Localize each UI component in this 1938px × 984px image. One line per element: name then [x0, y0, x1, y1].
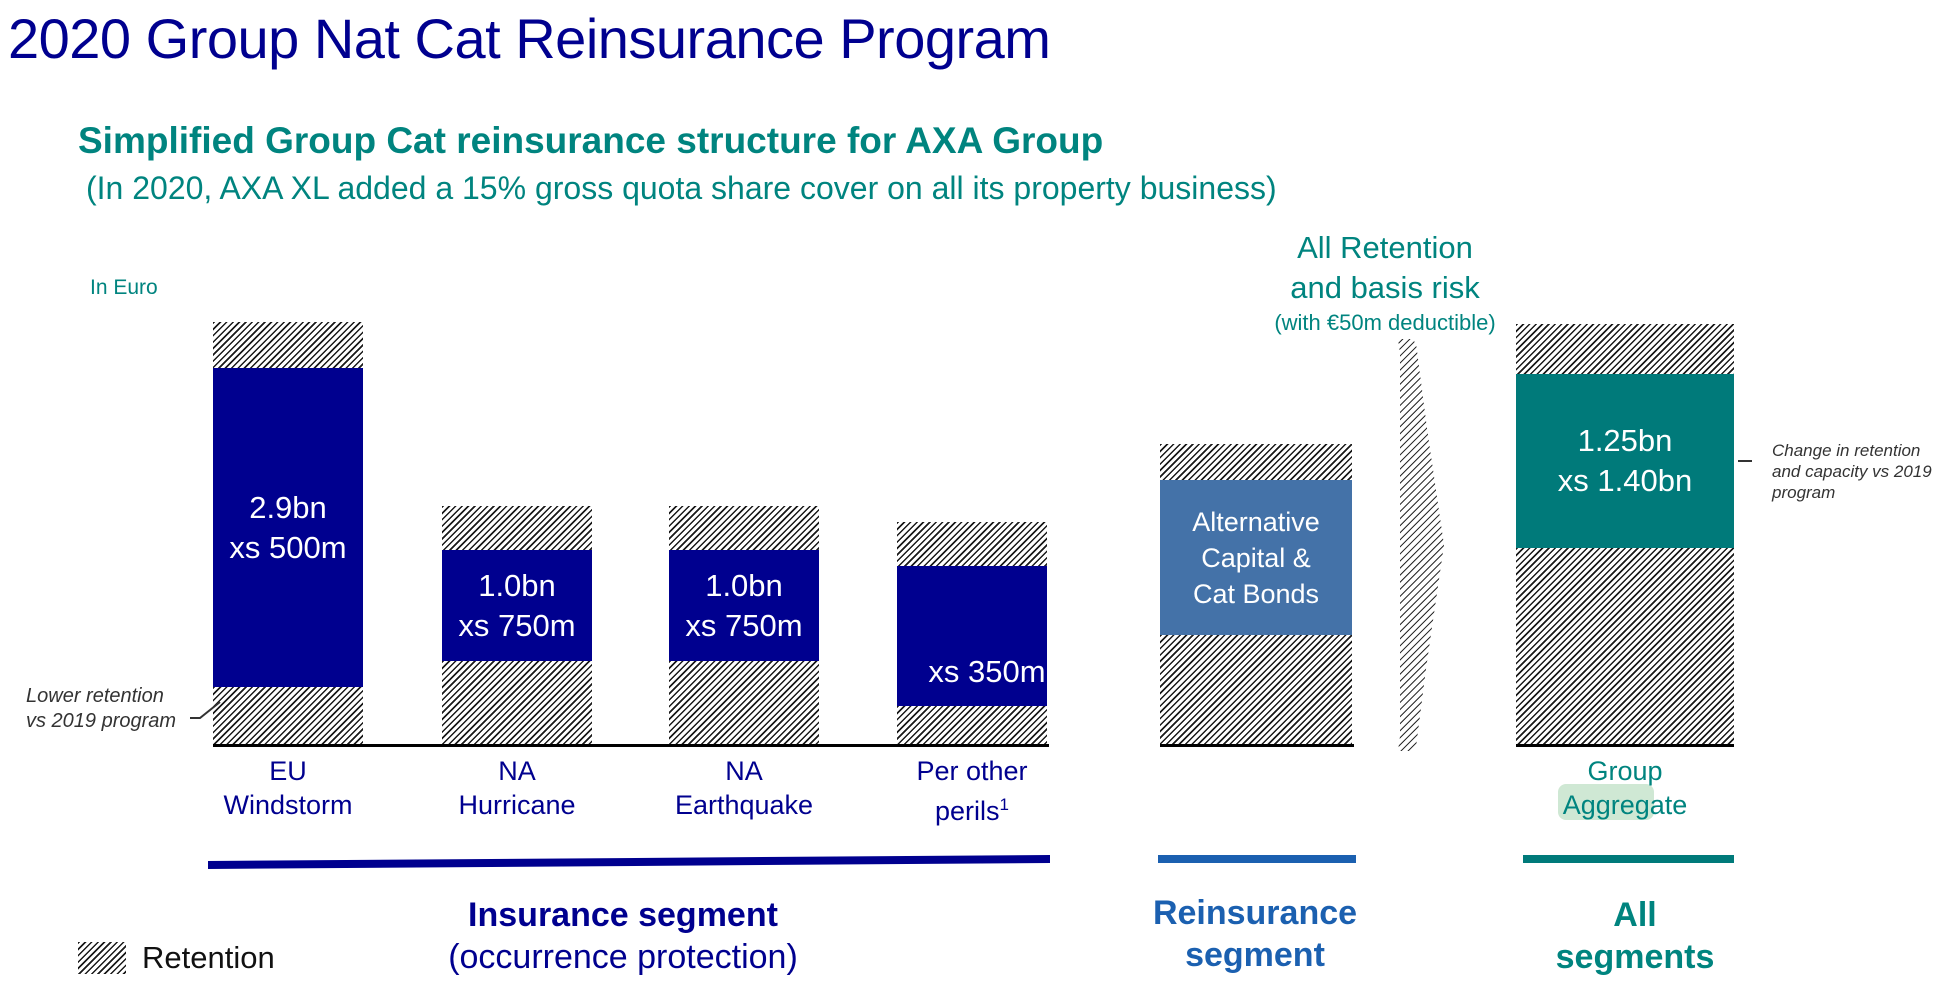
lower-retention-note: Lower retention vs 2019 program	[26, 685, 177, 732]
all-retention-deductible: (with €50m deductible)	[1274, 310, 1496, 335]
eu-windstorm-retention	[213, 687, 363, 745]
na-hurricane-cover-attachment: xs 750m	[458, 607, 576, 643]
aggregate-baseline	[1516, 744, 1734, 747]
category-label-na-earthquake: NA Earthquake	[674, 756, 814, 820]
eu-windstorm-cover-attachment: xs 500m	[229, 529, 347, 565]
na-earthquake-cover-bar: 1.0bn xs 750m	[669, 550, 819, 661]
unit-label: In Euro	[90, 276, 158, 299]
other-perils-retention	[897, 706, 1047, 745]
reinsurance-top-retention	[1160, 444, 1352, 480]
legend-retention-label: Retention	[142, 940, 275, 975]
na-earthquake-retention	[669, 661, 819, 745]
all-segments-label: All segments	[1555, 896, 1715, 976]
aggregate-cover-attachment: xs 1.40bn	[1557, 463, 1693, 498]
footnote-marker: 1	[999, 795, 1009, 814]
reinsurance-baseline	[1160, 744, 1354, 747]
aggregate-retention	[1516, 548, 1734, 745]
category-label-na-hurricane: NA Hurricane	[458, 756, 576, 820]
reinsurance-label-line3: Cat Bonds	[1192, 578, 1320, 609]
na-hurricane-top-retention	[442, 506, 592, 550]
na-earthquake-cover-amount: 1.0bn	[705, 567, 783, 603]
category-label-eu-windstorm: EU Windstorm	[223, 756, 353, 820]
na-earthquake-cover-attachment: xs 750m	[685, 607, 803, 643]
na-hurricane-retention	[442, 661, 592, 745]
reinsurance-retention	[1160, 635, 1352, 745]
aggregate-cover-bar: 1.25bn xs 1.40bn	[1516, 374, 1734, 548]
aggregate-top-retention	[1516, 324, 1734, 374]
reinsurance-label-line2: Capital &	[1201, 542, 1311, 573]
insurance-segment-label: Insurance segment (occurrence protection…	[448, 896, 798, 976]
subtitle: Simplified Group Cat reinsurance structu…	[78, 120, 1104, 161]
eu-windstorm-cover-bar: 2.9bn xs 500m	[213, 368, 363, 687]
reinsurance-segment-label: Reinsurance segment	[1152, 894, 1358, 974]
reinsurance-segment-line	[1158, 855, 1356, 863]
subtitle-note: (In 2020, AXA XL added a 15% gross quota…	[86, 170, 1277, 206]
change-note-leader	[1738, 460, 1752, 462]
na-earthquake-top-retention	[669, 506, 819, 550]
na-hurricane-cover-bar: 1.0bn xs 750m	[442, 550, 592, 661]
all-retention-heading: All Retention and basis risk	[1290, 230, 1480, 305]
legend-retention-swatch	[78, 942, 126, 974]
reinsurance-label-line1: Alternative	[1192, 506, 1320, 537]
eu-windstorm-top-retention	[213, 322, 363, 368]
page-title: 2020 Group Nat Cat Reinsurance Program	[8, 7, 1051, 70]
eu-windstorm-cover-amount: 2.9bn	[249, 489, 327, 525]
change-note: Change in retention and capacity vs 2019…	[1772, 441, 1932, 502]
other-perils-top-retention	[897, 522, 1047, 566]
category-label-other-perils: Per other perils1	[916, 756, 1028, 826]
aggregate-highlight	[1558, 784, 1654, 820]
aggregate-cover-amount: 1.25bn	[1577, 423, 1673, 458]
other-perils-cover-bar: xs 350m	[897, 566, 1047, 706]
na-hurricane-cover-amount: 1.0bn	[478, 567, 556, 603]
category-label-group-aggregate: Group Aggregate	[1562, 756, 1688, 820]
other-perils-cover-attachment: xs 350m	[928, 654, 1046, 689]
lower-retention-leader	[190, 701, 221, 719]
reinsurance-cover-bar: Alternative Capital & Cat Bonds	[1160, 480, 1352, 635]
all-segments-line	[1523, 855, 1734, 863]
insurance-segment-line	[208, 855, 1050, 869]
chevron-arrow-icon	[1398, 339, 1444, 751]
insurance-baseline	[213, 744, 1049, 747]
